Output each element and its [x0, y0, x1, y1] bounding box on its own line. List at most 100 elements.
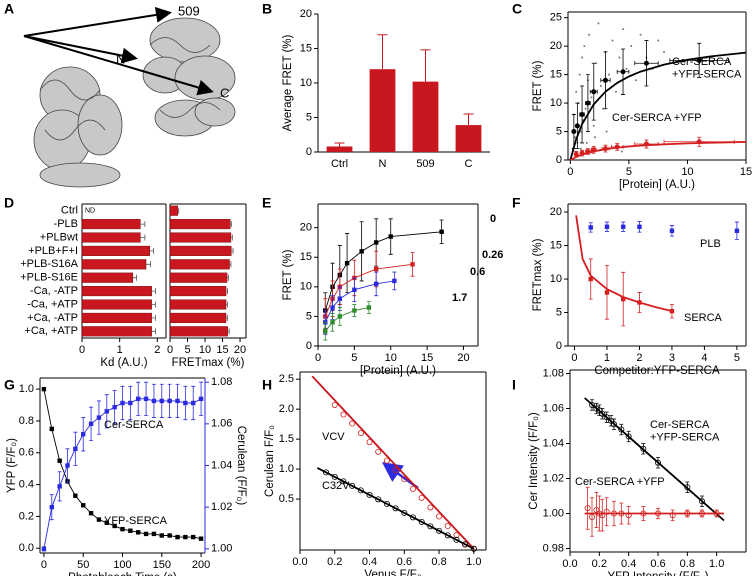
error-bar	[226, 314, 228, 321]
point	[593, 136, 596, 139]
x-tick-label: 1	[604, 352, 610, 364]
error-bar	[230, 221, 233, 228]
point	[579, 147, 582, 150]
x-tick-label: 200	[192, 559, 210, 571]
x-axis-label: [Protein] (A.U.)	[360, 365, 436, 377]
bar	[169, 299, 227, 310]
y2-tick-label: 1.00	[211, 543, 232, 555]
point	[183, 400, 188, 406]
point	[669, 228, 675, 233]
point	[657, 39, 660, 42]
y-tick-label: 0	[306, 146, 312, 158]
point	[373, 266, 379, 272]
point	[573, 151, 579, 157]
category-label: +PLB-S16A	[20, 258, 78, 270]
x-tick-label: 20	[457, 352, 469, 364]
point	[669, 512, 676, 519]
y-tick-label: 1.0	[19, 383, 34, 395]
y-tick-label: 0.6	[19, 447, 34, 459]
point	[73, 446, 78, 452]
point	[611, 421, 618, 428]
error-bar	[612, 500, 616, 527]
x-tick-label: 5	[734, 352, 740, 364]
protein-structure	[33, 17, 236, 188]
structure-label: N	[116, 51, 125, 66]
error-bar	[590, 497, 594, 537]
point	[128, 400, 133, 406]
point	[167, 533, 172, 538]
y-tick-label: 1.00	[543, 507, 564, 519]
point	[183, 534, 188, 540]
point	[375, 448, 382, 455]
point	[392, 278, 397, 284]
error-bar	[151, 314, 156, 321]
point	[392, 505, 399, 512]
y-tick-label: 0	[556, 340, 562, 352]
error-bar	[612, 418, 616, 430]
y-tick-label: 2.5	[279, 373, 294, 385]
point	[81, 503, 86, 508]
error-bar	[226, 288, 228, 295]
y-tick-label: 15	[300, 251, 312, 263]
point	[418, 494, 425, 501]
point	[599, 512, 606, 519]
point	[585, 148, 591, 154]
point	[663, 50, 666, 53]
panel-label: I	[512, 377, 516, 393]
error-bar	[334, 142, 345, 147]
point	[436, 513, 443, 520]
bar	[81, 299, 152, 310]
panel-label: G	[4, 377, 15, 393]
y-tick-label: 0.8	[19, 415, 34, 427]
x-tick-label: 5	[626, 166, 632, 178]
point	[88, 421, 94, 427]
y-tick-label: 10	[300, 77, 312, 89]
point	[669, 308, 675, 314]
point	[143, 396, 149, 402]
error-bar	[600, 499, 605, 532]
point	[96, 517, 102, 522]
bar	[326, 146, 353, 152]
category-label: Ctrl	[61, 205, 78, 217]
x-tick-label: 5	[184, 344, 190, 356]
error-bar	[151, 301, 156, 308]
series-label: 1.7	[452, 292, 467, 304]
point	[588, 33, 591, 36]
point	[409, 485, 416, 492]
error-bar	[626, 430, 631, 443]
point	[602, 107, 605, 110]
y-axis-label: FRETmax (%)	[532, 238, 544, 311]
point	[591, 147, 597, 153]
point	[120, 400, 125, 406]
series-line	[324, 280, 395, 323]
y-tick-label: 10	[300, 281, 312, 293]
series-label: Cer-SERCA +YFP-SERCA	[650, 419, 720, 444]
error-bar	[177, 207, 180, 214]
point	[640, 510, 647, 517]
y-axis-label: Average FRET (%)	[282, 34, 294, 131]
error-bar	[151, 328, 156, 335]
x-tick-label: 3	[669, 352, 675, 364]
category-label: -Ca, -ATP	[30, 285, 78, 297]
series-label: C32V	[322, 480, 350, 492]
error-bar	[585, 486, 590, 530]
point	[643, 60, 649, 66]
point	[401, 476, 408, 483]
point	[604, 290, 610, 295]
y-axis-label: FRET (%)	[282, 249, 294, 300]
structure-label: 509	[178, 3, 200, 18]
x-tick-label: 0	[571, 352, 577, 364]
error-bar	[685, 481, 690, 493]
bar	[81, 219, 141, 230]
point	[444, 523, 451, 530]
point	[655, 459, 662, 466]
point	[639, 33, 642, 36]
point	[462, 541, 469, 548]
point	[401, 509, 408, 516]
point	[198, 396, 204, 402]
y2-tick-label: 1.04	[211, 459, 232, 471]
series-label: Cer-SERCA +YFP-SERCA	[672, 56, 742, 81]
y-tick-label: 15	[300, 42, 312, 54]
point	[120, 526, 125, 532]
point	[375, 496, 382, 503]
